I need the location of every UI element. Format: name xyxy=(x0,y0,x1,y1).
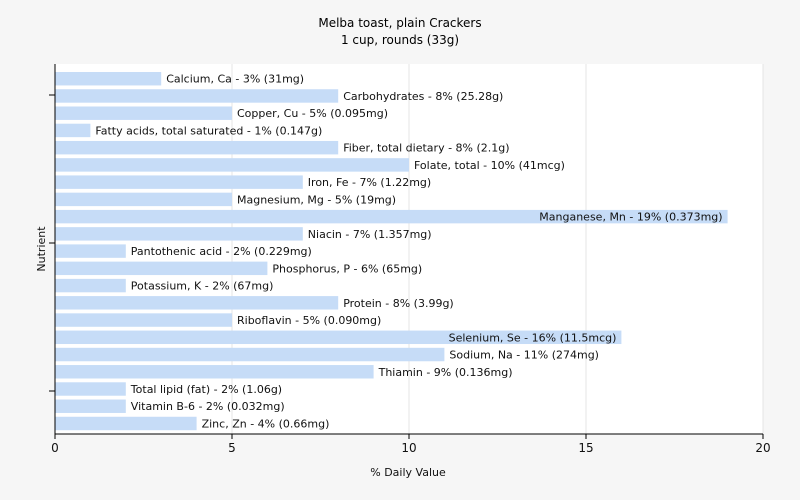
bar-label: Potassium, K - 2% (67mg) xyxy=(131,280,274,293)
bar xyxy=(55,365,374,379)
bar-label: Folate, total - 10% (41mcg) xyxy=(414,159,565,172)
bar xyxy=(55,296,339,310)
bar-label: Phosphorus, P - 6% (65mg) xyxy=(272,262,422,275)
bar-label: Sodium, Na - 11% (274mg) xyxy=(449,349,599,362)
bar-label: Thiamin - 9% (0.136mg) xyxy=(378,366,513,379)
bar xyxy=(55,72,162,86)
bar xyxy=(55,261,268,276)
x-tick-label: 10 xyxy=(401,441,416,455)
chart-title: Melba toast, plain Crackers xyxy=(318,16,481,30)
bar xyxy=(55,278,126,293)
bar xyxy=(55,416,197,431)
bar xyxy=(55,382,126,396)
x-axis-title: % Daily Value xyxy=(370,466,446,479)
bar xyxy=(55,313,232,327)
x-tick-label: 0 xyxy=(51,441,59,455)
bar xyxy=(55,123,91,138)
bar-label: Zinc, Zn - 4% (0.66mg) xyxy=(202,417,330,430)
bar xyxy=(55,244,126,258)
bar-label: Manganese, Mn - 19% (0.373mg) xyxy=(539,211,722,224)
axes-group: 0 5 10 15 20 xyxy=(49,64,771,455)
x-tick-label: 15 xyxy=(578,441,593,455)
bar-label: Iron, Fe - 7% (1.22mg) xyxy=(308,176,431,189)
bar-label: Pantothenic acid - 2% (0.229mg) xyxy=(131,245,312,258)
bar-label: Fatty acids, total saturated - 1% (0.147… xyxy=(95,124,322,137)
bar xyxy=(55,227,303,241)
bar xyxy=(55,209,728,224)
bar-label: Magnesium, Mg - 5% (19mg) xyxy=(237,193,396,206)
bar xyxy=(55,347,445,362)
bar-label: Riboflavin - 5% (0.090mg) xyxy=(237,314,381,327)
bar-label: Protein - 8% (3.99g) xyxy=(343,297,454,310)
bar xyxy=(55,158,409,172)
bar xyxy=(55,140,339,155)
x-tick-label: 20 xyxy=(755,441,770,455)
bar xyxy=(55,399,126,413)
bar-label: Vitamin B-6 - 2% (0.032mg) xyxy=(131,400,285,413)
bar xyxy=(55,106,232,120)
bar-label: Selenium, Se - 16% (11.5mcg) xyxy=(449,331,617,344)
y-axis-title: Nutrient xyxy=(35,226,48,272)
bar-label: Niacin - 7% (1.357mg) xyxy=(308,228,432,241)
bar-label: Fiber, total dietary - 8% (2.1g) xyxy=(343,142,509,155)
bar-label: Carbohydrates - 8% (25.28g) xyxy=(343,90,503,103)
bar xyxy=(55,175,303,189)
bar-label: Total lipid (fat) - 2% (1.06g) xyxy=(130,383,282,396)
bar-label: Copper, Cu - 5% (0.095mg) xyxy=(237,107,388,120)
bar xyxy=(55,192,232,207)
bar-label: Calcium, Ca - 3% (31mg) xyxy=(166,73,304,86)
x-tick-label: 5 xyxy=(228,441,236,455)
bars-group: Calcium, Ca - 3% (31mg) Carbohydrates - 8… xyxy=(55,72,728,430)
bar xyxy=(55,330,622,345)
bar xyxy=(55,89,339,103)
chart-subtitle: 1 cup, rounds (33g) xyxy=(341,33,459,47)
